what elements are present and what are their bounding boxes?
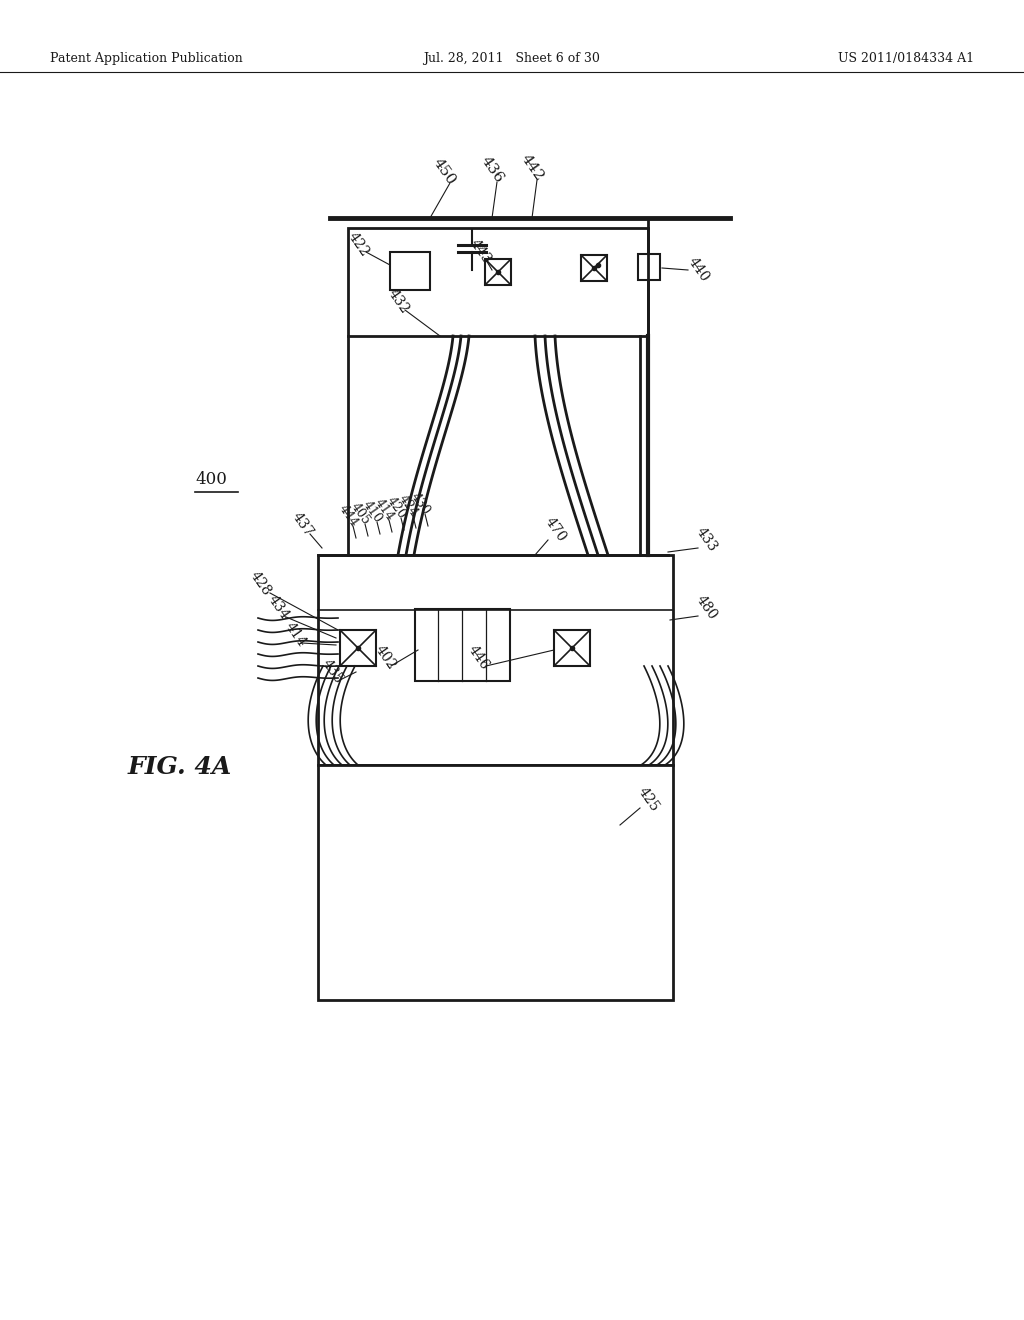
Text: US 2011/0184334 A1: US 2011/0184334 A1: [838, 51, 974, 65]
Bar: [554, 630, 590, 667]
Text: 444: 444: [336, 503, 360, 529]
Text: 470: 470: [542, 515, 568, 545]
Text: Patent Application Publication: Patent Application Publication: [50, 51, 243, 65]
Bar: [340, 630, 376, 667]
Text: 433: 433: [692, 525, 719, 554]
Text: 424: 424: [396, 492, 420, 520]
Text: 437: 437: [289, 510, 315, 540]
Text: 400: 400: [195, 471, 227, 488]
Text: 434: 434: [264, 593, 292, 623]
Text: 432: 432: [385, 288, 412, 317]
Text: 430: 430: [408, 491, 432, 517]
Bar: [638, 253, 660, 280]
Text: 422: 422: [345, 230, 372, 260]
Text: 450: 450: [430, 156, 458, 187]
Text: 420: 420: [384, 495, 409, 521]
Bar: [485, 259, 511, 285]
Text: 428: 428: [247, 569, 273, 599]
Text: FIG. 4A: FIG. 4A: [128, 755, 232, 779]
Bar: [638, 554, 668, 690]
Text: 480: 480: [692, 593, 719, 623]
Bar: [581, 255, 607, 281]
Text: 425: 425: [635, 785, 662, 814]
Text: 446: 446: [465, 643, 492, 673]
Bar: [415, 609, 510, 681]
Text: 435: 435: [318, 657, 345, 686]
Bar: [390, 252, 430, 290]
Text: Jul. 28, 2011   Sheet 6 of 30: Jul. 28, 2011 Sheet 6 of 30: [424, 51, 600, 65]
Bar: [638, 554, 668, 690]
Text: 414: 414: [372, 496, 396, 524]
Text: 440: 440: [685, 255, 712, 285]
Text: 402: 402: [372, 643, 398, 673]
Bar: [348, 228, 648, 337]
Text: 436: 436: [478, 154, 506, 186]
Text: 414: 414: [282, 620, 308, 649]
Bar: [318, 554, 673, 766]
Text: 410: 410: [359, 499, 384, 525]
Text: 442: 442: [518, 152, 546, 183]
Text: 443: 443: [467, 238, 494, 267]
Text: 405: 405: [348, 500, 372, 528]
Bar: [318, 766, 673, 1001]
